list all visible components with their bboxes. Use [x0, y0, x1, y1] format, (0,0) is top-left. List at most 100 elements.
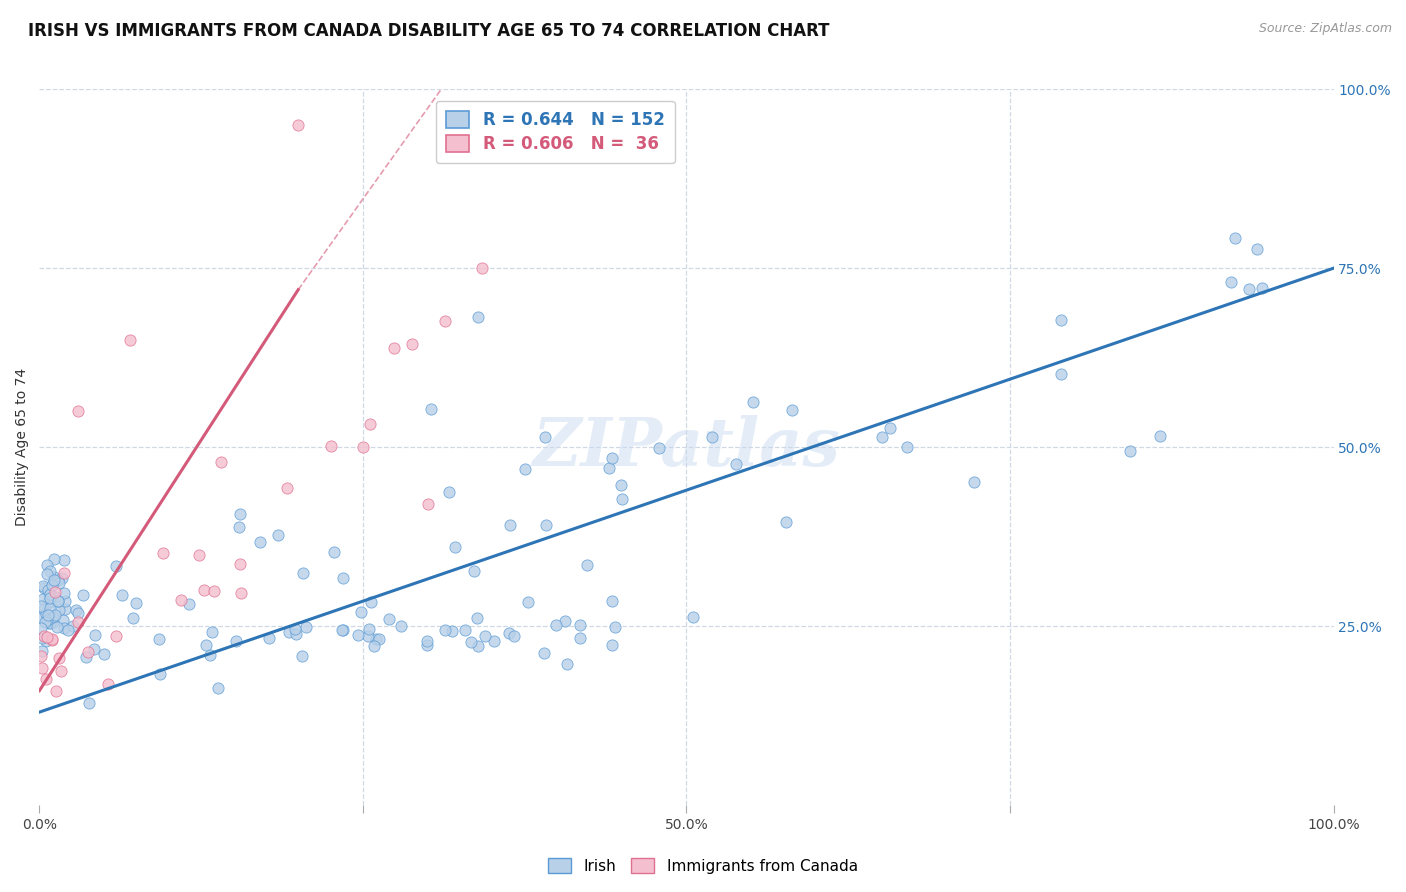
Point [30, 599, 52, 614]
Point [600, 638, 623, 652]
Point [46, 573, 69, 587]
Point [46, 594, 69, 608]
Point [209, 454, 232, 468]
Point [433, 313, 456, 327]
Point [231, 586, 253, 600]
Point [62, 618, 84, 632]
Point [44, 552, 66, 566]
Point [83, 642, 105, 657]
Point [359, 417, 381, 431]
Point [350, 605, 373, 619]
Point [1049, 313, 1071, 327]
Point [31, 661, 53, 675]
Point [367, 632, 389, 647]
Point [276, 481, 298, 495]
Point [31, 644, 53, 658]
Point [41, 632, 63, 646]
Point [533, 430, 555, 444]
Point [467, 640, 489, 654]
Point [195, 638, 218, 652]
Point [30, 621, 52, 635]
Point [32, 591, 55, 606]
Point [357, 622, 380, 636]
Point [53, 602, 76, 616]
Point [467, 310, 489, 324]
Point [437, 485, 460, 500]
Point [498, 626, 520, 640]
Point [37, 630, 59, 644]
Point [415, 634, 437, 648]
Point [48, 651, 70, 665]
Point [742, 395, 765, 409]
Point [44, 584, 66, 599]
Point [52, 566, 75, 580]
Point [879, 421, 901, 435]
Point [37, 582, 59, 597]
Point [360, 595, 382, 609]
Legend: Irish, Immigrants from Canada: Irish, Immigrants from Canada [543, 852, 863, 880]
Point [34, 615, 56, 629]
Point [67, 615, 90, 630]
Point [44, 590, 66, 604]
Point [401, 337, 423, 351]
Point [963, 475, 986, 490]
Point [45, 683, 67, 698]
Point [454, 624, 477, 638]
Point [37, 608, 59, 623]
Point [48, 603, 70, 617]
Point [65, 603, 87, 617]
Point [433, 623, 456, 637]
Point [56, 624, 79, 638]
Text: ZIPatlas: ZIPatlas [533, 415, 841, 480]
Point [228, 520, 250, 534]
Point [229, 558, 252, 572]
Point [682, 610, 704, 624]
Point [568, 631, 591, 645]
Point [148, 632, 170, 647]
Point [41, 615, 63, 629]
Point [179, 597, 201, 611]
Point [420, 402, 443, 417]
Point [34, 673, 56, 687]
Point [249, 534, 271, 549]
Point [332, 624, 354, 638]
Point [465, 611, 488, 625]
Point [484, 634, 506, 648]
Point [55, 594, 77, 608]
Point [202, 584, 225, 599]
Point [53, 553, 76, 567]
Point [170, 593, 193, 607]
Point [32, 579, 55, 593]
Text: Source: ZipAtlas.com: Source: ZipAtlas.com [1258, 22, 1392, 36]
Point [35, 613, 58, 627]
Point [1250, 281, 1272, 295]
Point [292, 566, 315, 581]
Point [44, 607, 66, 622]
Point [389, 619, 412, 633]
Point [517, 595, 540, 609]
Point [474, 629, 496, 643]
Point [42, 573, 65, 587]
Point [77, 696, 100, 710]
Point [77, 645, 100, 659]
Point [198, 648, 221, 663]
Point [267, 528, 290, 542]
Point [30, 649, 52, 664]
Legend: R = 0.644   N = 152, R = 0.606   N =  36: R = 0.644 N = 152, R = 0.606 N = 36 [436, 101, 675, 163]
Point [352, 440, 374, 454]
Point [152, 546, 174, 560]
Point [416, 498, 439, 512]
Point [53, 586, 76, 600]
Y-axis label: Disability Age 65 to 74: Disability Age 65 to 74 [15, 368, 30, 526]
Point [323, 544, 346, 558]
Point [378, 612, 401, 626]
Point [48, 594, 70, 608]
Point [39, 564, 62, 578]
Point [363, 639, 385, 653]
Text: IRISH VS IMMIGRANTS FROM CANADA DISABILITY AGE 65 TO 74 CORRELATION CHART: IRISH VS IMMIGRANTS FROM CANADA DISABILI… [28, 22, 830, 40]
Point [441, 624, 464, 639]
Point [460, 634, 482, 648]
Point [42, 609, 65, 624]
Point [46, 620, 69, 634]
Point [35, 558, 58, 573]
